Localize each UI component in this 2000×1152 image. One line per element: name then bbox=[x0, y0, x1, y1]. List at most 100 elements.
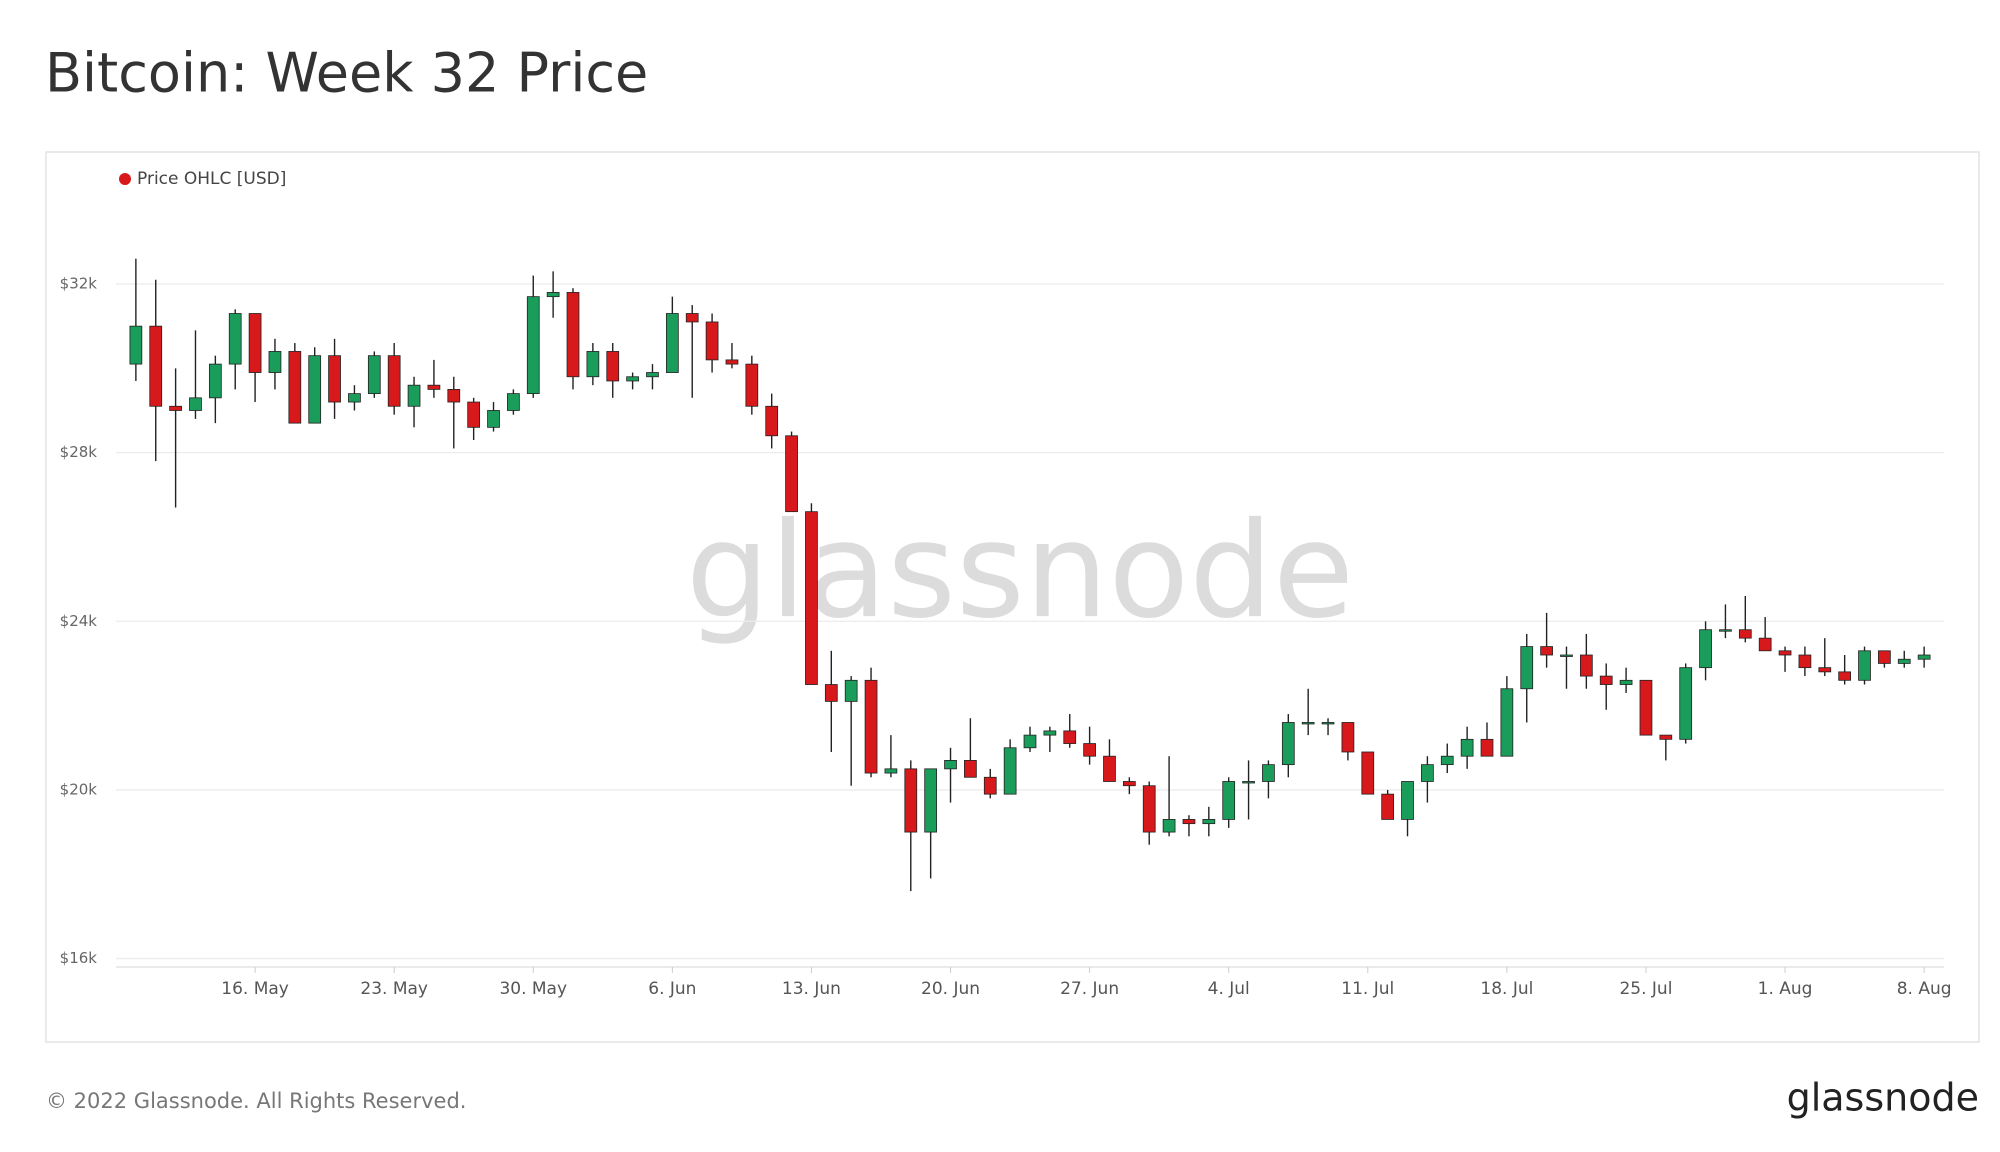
candle-body bbox=[1659, 734, 1673, 740]
candle-body bbox=[1003, 747, 1017, 795]
candle-body bbox=[149, 325, 163, 407]
candle-body bbox=[447, 388, 461, 403]
x-tick-label: 18. Jul bbox=[1480, 979, 1533, 999]
candle-body bbox=[328, 355, 341, 403]
candle-body bbox=[646, 372, 659, 378]
candle-body bbox=[1758, 637, 1772, 652]
candle-body bbox=[1699, 629, 1712, 669]
candle-body bbox=[1321, 722, 1335, 725]
candle-body bbox=[1083, 743, 1096, 757]
candle-body bbox=[844, 679, 858, 702]
candle-body bbox=[725, 359, 739, 365]
y-tick-label: $32k bbox=[60, 274, 98, 292]
candle-body bbox=[1281, 722, 1295, 766]
x-tick-label: 27. Jun bbox=[1060, 979, 1119, 999]
candle-body bbox=[1798, 654, 1812, 669]
chart-panel bbox=[45, 151, 1980, 1043]
candle-body bbox=[1619, 679, 1633, 685]
candle-body bbox=[1182, 819, 1196, 825]
x-tick-label: 20. Jun bbox=[921, 979, 980, 999]
x-tick-label: 30. May bbox=[499, 979, 567, 999]
candle-body bbox=[129, 325, 143, 365]
candle-body bbox=[685, 313, 699, 323]
y-tick-label: $28k bbox=[60, 443, 98, 461]
legend-label: Price OHLC [USD] bbox=[137, 169, 286, 189]
candle-body bbox=[1500, 688, 1514, 757]
candle-body bbox=[467, 401, 481, 428]
candle-body bbox=[884, 768, 898, 774]
legend-marker bbox=[119, 173, 131, 185]
candle-body bbox=[308, 355, 322, 424]
candle-body bbox=[1579, 654, 1593, 677]
candle-body bbox=[248, 313, 262, 373]
candle-body bbox=[1738, 629, 1752, 639]
candle-body bbox=[1858, 650, 1871, 681]
page-title: Bitcoin: Week 32 Price bbox=[45, 42, 648, 105]
candle-body bbox=[1023, 734, 1037, 749]
copyright: © 2022 Glassnode. All Rights Reserved. bbox=[46, 1089, 466, 1113]
candle-body bbox=[1341, 722, 1355, 753]
x-tick-label: 4. Jul bbox=[1208, 979, 1250, 999]
logo: glassnode bbox=[1787, 1076, 1979, 1120]
candle-body bbox=[705, 321, 719, 361]
candle-body bbox=[1778, 650, 1792, 656]
candle-body bbox=[1063, 730, 1077, 744]
candle-body bbox=[1381, 793, 1395, 820]
candle-body bbox=[189, 397, 202, 411]
candle-body bbox=[1262, 764, 1275, 782]
x-tick-label: 11. Jul bbox=[1341, 979, 1394, 999]
candle-body bbox=[1242, 781, 1255, 784]
x-tick-label: 16. May bbox=[221, 979, 289, 999]
candle-body bbox=[606, 351, 620, 382]
candle-body bbox=[1818, 667, 1832, 673]
candle-body bbox=[1540, 646, 1553, 656]
candle-body bbox=[507, 393, 520, 411]
candle-body bbox=[268, 351, 282, 373]
candle-body bbox=[208, 363, 222, 399]
candle-body bbox=[824, 684, 838, 702]
x-tick-label: 23. May bbox=[360, 979, 428, 999]
candle-body bbox=[1460, 738, 1474, 757]
candle-body bbox=[1917, 654, 1931, 660]
candle-body bbox=[1897, 658, 1911, 664]
x-tick-label: 25. Jul bbox=[1619, 979, 1672, 999]
candle-body bbox=[348, 393, 361, 403]
candle-body bbox=[586, 351, 600, 378]
candle-body bbox=[745, 363, 759, 407]
candle-body bbox=[1719, 629, 1732, 632]
y-tick-label: $24k bbox=[60, 612, 98, 630]
x-tick-label: 1. Aug bbox=[1758, 979, 1813, 999]
candle-body bbox=[1560, 654, 1573, 657]
candle-body bbox=[228, 313, 242, 365]
candle-body bbox=[1878, 650, 1891, 664]
candle-body bbox=[1639, 679, 1653, 736]
candle-body bbox=[526, 296, 540, 395]
candle-body bbox=[427, 384, 441, 390]
x-tick-label: 8. Aug bbox=[1897, 979, 1952, 999]
candle-body bbox=[288, 351, 302, 424]
candle-body bbox=[566, 292, 580, 378]
candle-body bbox=[1122, 781, 1136, 787]
candle-body bbox=[1222, 781, 1236, 820]
candle-body bbox=[407, 384, 421, 407]
y-tick-label: $20k bbox=[60, 780, 98, 798]
candle-body bbox=[904, 768, 918, 833]
candle-body bbox=[387, 355, 401, 407]
candle-body bbox=[1679, 667, 1693, 740]
candle-body bbox=[487, 410, 500, 428]
candle-body bbox=[367, 355, 381, 395]
candle-body bbox=[944, 760, 957, 770]
candle-body bbox=[983, 776, 997, 795]
candle-body bbox=[1520, 646, 1534, 690]
candle-body bbox=[1103, 755, 1116, 782]
candle-body bbox=[1421, 764, 1434, 782]
candle-body bbox=[924, 768, 938, 833]
candle-body bbox=[169, 405, 182, 411]
candle-body bbox=[1440, 755, 1454, 766]
candle-body bbox=[665, 313, 679, 373]
x-tick-label: 13. Jun bbox=[782, 979, 841, 999]
y-tick-label: $16k bbox=[60, 949, 98, 967]
candle-body bbox=[864, 679, 878, 774]
